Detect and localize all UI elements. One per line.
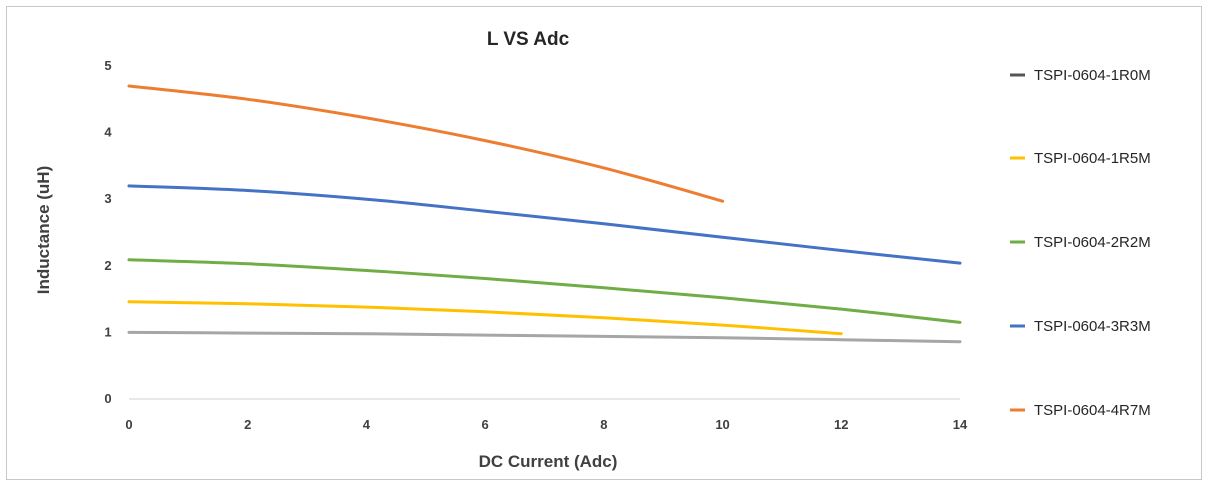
legend-label: TSPI-0604-2R2M [1034, 234, 1151, 251]
x-tick-label: 14 [953, 417, 968, 432]
series-line-tspi-0604-3r3m [127, 184, 962, 265]
y-tick-label: 3 [104, 191, 111, 206]
legend-label: TSPI-0604-1R0M [1034, 67, 1151, 84]
legend-label: TSPI-0604-3R3M [1034, 318, 1151, 335]
y-tick-label: 4 [104, 125, 112, 140]
chart-title: L VS Adc [487, 29, 570, 50]
legend-item: TSPI-0604-2R2M [1010, 234, 1151, 251]
series-line-tspi-0604-2r2m [127, 258, 962, 324]
y-tick-label: 5 [104, 58, 111, 73]
series-lines-group [127, 84, 962, 344]
y-tick-label: 0 [104, 391, 111, 406]
legend-item: TSPI-0604-1R0M [1010, 67, 1151, 84]
legend-item: TSPI-0604-4R7M [1010, 402, 1151, 419]
series-line-tspi-0604-1r5m [127, 300, 843, 336]
legend-label: TSPI-0604-4R7M [1034, 402, 1151, 419]
x-tick-label: 2 [244, 417, 251, 432]
legend-label: TSPI-0604-1R5M [1034, 150, 1151, 167]
series-line-tspi-0604-4r7m [127, 84, 725, 203]
y-tick-label: 2 [104, 258, 111, 273]
y-tick-label: 1 [104, 324, 111, 339]
x-tick-label: 0 [125, 417, 132, 432]
series-line-tspi-0604-1r0m [127, 330, 962, 344]
legend-item: TSPI-0604-3R3M [1010, 318, 1151, 335]
x-tick-label: 10 [715, 417, 729, 432]
x-axis-title: DC Current (Adc) [479, 452, 618, 471]
x-tick-label: 8 [600, 417, 607, 432]
y-axis-title: Inductance (uH) [34, 166, 53, 294]
x-tick-label: 6 [482, 417, 489, 432]
legend-item: TSPI-0604-1R5M [1010, 150, 1151, 167]
legend: TSPI-0604-1R0M TSPI-0604-1R5M TSPI-0604-2R… [1010, 67, 1151, 419]
x-tick-label: 4 [363, 417, 371, 432]
x-tick-label: 12 [834, 417, 848, 432]
chart-frame [6, 6, 1202, 480]
